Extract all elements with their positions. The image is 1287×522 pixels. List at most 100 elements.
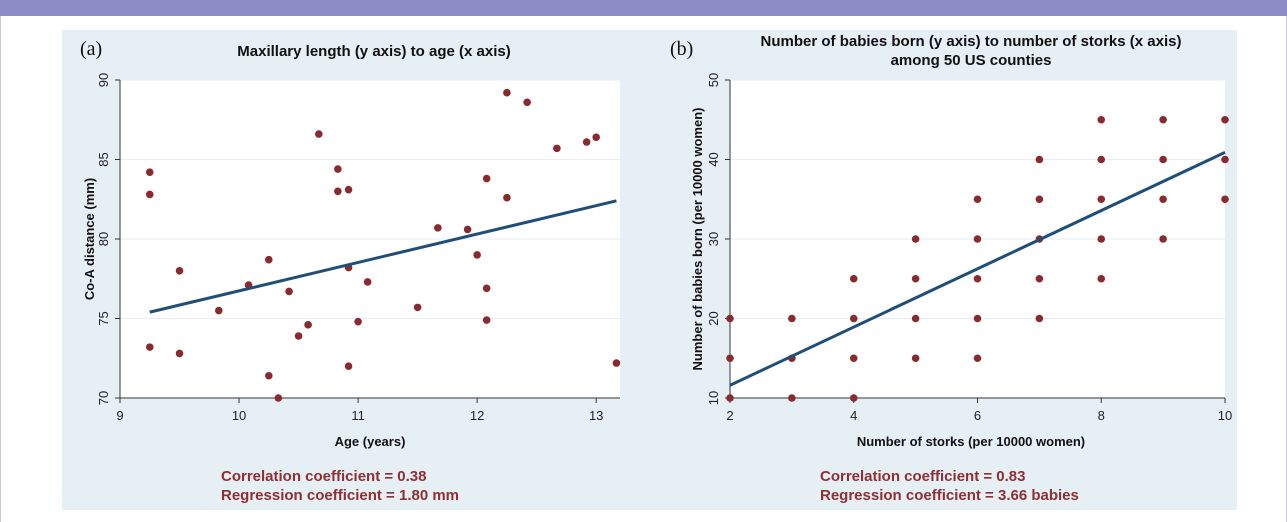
b-data-point bbox=[849, 354, 858, 363]
a-data-point bbox=[344, 185, 353, 194]
b-data-point bbox=[849, 394, 858, 402]
b-data-point bbox=[726, 354, 734, 363]
a-data-point bbox=[413, 303, 422, 312]
b-data-point bbox=[1035, 155, 1044, 164]
b-data-point bbox=[911, 274, 920, 283]
b-data-point bbox=[726, 394, 734, 402]
a-data-point bbox=[553, 144, 561, 153]
chart-b-regression-note: Regression coefficient = 3.66 babies bbox=[820, 487, 1079, 504]
b-x-tick-label: 10 bbox=[1218, 408, 1232, 423]
a-y-tick-label: 80 bbox=[96, 232, 111, 246]
chart-a-correlation-note: Correlation coefficient = 0.38 bbox=[221, 468, 426, 485]
b-data-point bbox=[726, 314, 734, 323]
b-data-point bbox=[911, 354, 920, 363]
chart-a-title: Maxillary length (y axis) to age (x axis… bbox=[237, 43, 510, 60]
b-data-point bbox=[1221, 195, 1229, 204]
chart-b: (b) Number of babies born (y axis) to nu… bbox=[670, 33, 1232, 504]
b-y-tick-label: 40 bbox=[706, 152, 721, 166]
a-data-point bbox=[503, 193, 511, 202]
a-data-point bbox=[145, 343, 154, 351]
header-bar bbox=[0, 0, 1287, 16]
a-data-point bbox=[612, 359, 621, 367]
a-data-point bbox=[344, 362, 353, 371]
a-data-point bbox=[463, 225, 472, 234]
a-x-tick-label: 13 bbox=[589, 408, 603, 423]
a-data-point bbox=[175, 267, 184, 275]
a-data-point bbox=[334, 187, 342, 196]
b-data-point bbox=[911, 314, 920, 323]
a-data-point bbox=[304, 321, 312, 329]
b-data-point bbox=[849, 314, 858, 323]
b-y-tick-label: 50 bbox=[706, 73, 721, 87]
chart-b-title-line-2: among 50 US counties bbox=[891, 52, 1052, 69]
a-data-point bbox=[334, 165, 342, 173]
a-data-point bbox=[274, 394, 283, 402]
a-data-point bbox=[363, 278, 372, 286]
chart-b-y-axis-title: Number of babies born (per 10000 women) bbox=[690, 108, 705, 371]
a-data-point bbox=[482, 316, 491, 324]
b-y-tick-label: 10 bbox=[706, 391, 721, 405]
a-data-point bbox=[294, 332, 303, 340]
chart-b-x-axis-title: Number of storks (per 10000 women) bbox=[857, 434, 1085, 449]
b-x-tick-label: 2 bbox=[726, 408, 733, 423]
a-data-point bbox=[145, 190, 154, 199]
b-data-point bbox=[788, 314, 796, 323]
a-x-tick-label: 9 bbox=[116, 408, 123, 423]
b-data-point bbox=[1221, 115, 1229, 124]
b-data-point bbox=[1159, 235, 1167, 243]
chart-a-ticks: 70 75 80 85 90 9 10 11 12 13 bbox=[96, 73, 603, 423]
b-data-point bbox=[1035, 274, 1044, 283]
a-y-tick-label: 85 bbox=[96, 152, 111, 166]
b-y-tick-label: 30 bbox=[706, 232, 721, 246]
a-data-point bbox=[215, 306, 223, 315]
a-data-point bbox=[145, 168, 154, 177]
b-data-point bbox=[1221, 155, 1229, 164]
b-data-point bbox=[973, 235, 982, 243]
chart-b-fit-line bbox=[729, 150, 1226, 387]
a-data-point bbox=[265, 255, 273, 264]
b-x-tick-label: 6 bbox=[974, 408, 981, 423]
a-x-tick-label: 12 bbox=[470, 408, 484, 423]
b-data-point bbox=[849, 274, 858, 283]
a-data-point bbox=[354, 317, 362, 326]
a-y-tick-label: 70 bbox=[96, 391, 111, 405]
a-data-point bbox=[315, 130, 323, 138]
a-x-tick-label: 10 bbox=[232, 408, 246, 423]
chart-a: (a) Maxillary length (y axis) to age (x … bbox=[80, 38, 621, 504]
chart-a-y-axis-title: Co-A distance (mm) bbox=[82, 178, 97, 300]
b-data-point bbox=[1097, 155, 1106, 164]
a-data-point bbox=[482, 284, 491, 293]
a-data-point bbox=[482, 174, 491, 183]
chart-b-title-line-1: Number of babies born (y axis) to number… bbox=[761, 33, 1182, 50]
b-data-point bbox=[1035, 314, 1044, 323]
chart-a-x-axis-title: Age (years) bbox=[335, 434, 406, 449]
a-x-tick-label: 11 bbox=[351, 408, 365, 423]
b-data-point bbox=[973, 354, 982, 363]
a-y-tick-label: 75 bbox=[96, 311, 111, 325]
b-y-tick-label: 20 bbox=[706, 311, 721, 325]
b-data-point bbox=[1035, 195, 1044, 204]
b-data-point bbox=[911, 235, 920, 243]
chart-a-points bbox=[145, 88, 621, 402]
chart-b-correlation-note: Correlation coefficient = 0.83 bbox=[820, 468, 1025, 485]
b-data-point bbox=[973, 195, 982, 204]
b-data-point bbox=[1097, 235, 1106, 243]
b-data-point bbox=[1159, 155, 1167, 164]
chart-a-fit-line bbox=[149, 199, 617, 314]
a-data-point bbox=[265, 371, 273, 380]
b-data-point bbox=[973, 314, 982, 323]
a-data-point bbox=[523, 98, 531, 107]
chart-b-ticks: 10 20 30 40 50 2 4 6 8 10 bbox=[706, 73, 1232, 423]
a-data-point bbox=[175, 349, 184, 358]
b-data-point bbox=[973, 274, 982, 283]
a-data-point bbox=[473, 251, 481, 259]
b-data-point bbox=[1097, 195, 1106, 204]
b-data-point bbox=[1097, 115, 1106, 124]
chart-b-points bbox=[726, 115, 1229, 402]
a-y-tick-label: 90 bbox=[96, 73, 111, 87]
panel-label-a: (a) bbox=[80, 38, 102, 60]
panel-label-b: (b) bbox=[670, 38, 693, 60]
b-data-point bbox=[1159, 115, 1167, 124]
chart-a-regression-note: Regression coefficient = 1.80 mm bbox=[221, 487, 459, 504]
b-data-point bbox=[1159, 195, 1167, 204]
